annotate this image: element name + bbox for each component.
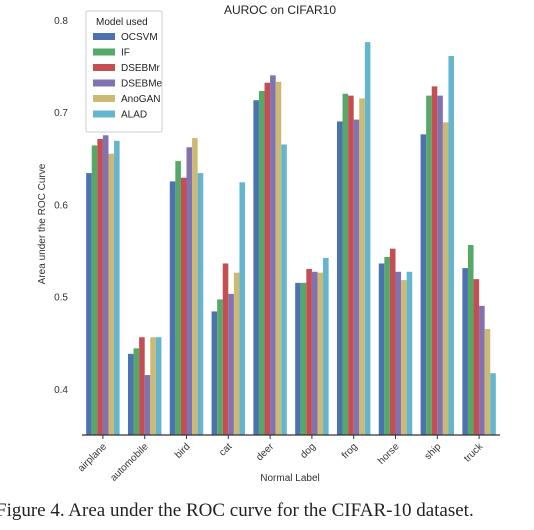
bar-horse-alad [406, 271, 413, 435]
x-axis-label: Normal Label [260, 473, 319, 484]
bar-truck-anogan [484, 328, 491, 435]
bar-bird-alad [197, 173, 204, 436]
x-tick-label-truck: truck [462, 441, 486, 465]
bar-deer-alad [281, 144, 287, 435]
x-tick-label-bird: bird [173, 441, 193, 461]
bar-truck-dsebmr [473, 279, 480, 435]
bar-cat-alad [239, 182, 246, 435]
bar-bird-dsebmr [180, 177, 187, 435]
bar-dog-dsebmr [306, 269, 312, 435]
legend-swatch-dsebmr [93, 64, 115, 71]
bar-dog-ocsvm [295, 282, 301, 435]
legend-label-dsebme: DSEBMe [121, 79, 163, 90]
x-tick-label-horse: horse [376, 441, 402, 467]
bar-deer-anogan [275, 81, 282, 436]
legend-label-if: IF [121, 48, 130, 59]
x-tick-label-ship: ship [423, 441, 444, 462]
bar-dog-anogan [317, 272, 324, 435]
bar-cat-dsebmr [222, 263, 229, 435]
bar-ship-alad [448, 55, 455, 435]
legend-swatch-dsebme [93, 79, 115, 87]
bar-frog-if [342, 93, 349, 436]
bar-horse-ocsvm [378, 263, 385, 435]
bar-airplane-ocsvm [86, 173, 92, 436]
bar-dog-dsebme [311, 271, 318, 435]
auroc-bar-chart: AUROC on CIFAR10 Area under the ROC Curv… [37, 3, 500, 484]
bar-airplane-dsebme [102, 135, 109, 435]
legend-label-anogan: AnoGAN [121, 94, 160, 105]
bar-truck-ocsvm [462, 268, 468, 435]
bar-airplane-alad [114, 140, 120, 436]
bar-deer-dsebme [270, 75, 276, 435]
legend-items: OCSVM IF DSEBMr DSEBMe AnoGAN ALAD [93, 32, 163, 121]
bar-cat-dsebme [228, 293, 234, 435]
legend-label-ocsvm: OCSVM [121, 32, 158, 43]
bar-deer-if [258, 91, 265, 435]
legend-title: Model used [96, 17, 148, 28]
bar-dog-alad [323, 257, 329, 435]
bar-cat-ocsvm [211, 311, 218, 435]
bar-bird-anogan [192, 138, 198, 436]
bar-truck-dsebme [479, 305, 485, 435]
figure-caption: Figure 4. Area under the ROC curve for t… [0, 490, 534, 530]
bar-frog-alad [364, 42, 371, 436]
bar-bird-dsebme [186, 147, 193, 435]
bar-ship-dsebme [437, 95, 443, 435]
bar-frog-anogan [359, 98, 365, 435]
bar-ship-dsebmr [431, 86, 438, 436]
x-tick-label-dog: dog [298, 441, 318, 461]
legend: Model used OCSVM IF DSEBMr DSEBMe AnoGAN ALAD [85, 10, 163, 133]
bar-ship-ocsvm [420, 134, 427, 435]
bar-frog-ocsvm [336, 121, 343, 435]
caption-text: Figure 4. Area under the ROC curve for t… [0, 500, 474, 521]
y-axis-label: Area under the ROC Curve [37, 163, 48, 284]
bar-automobile-dsebmr [139, 337, 145, 435]
x-tick-label-automobile: automobile [108, 441, 151, 484]
bar-bird-if [175, 161, 181, 435]
bar-frog-dsebmr [348, 95, 354, 435]
y-tick-label: 0.5 [54, 293, 68, 304]
legend-swatch-alad [93, 110, 115, 118]
y-tick-label: 0.6 [54, 200, 68, 211]
bar-truck-alad [490, 373, 496, 435]
bar-automobile-if [133, 348, 140, 435]
x-tick-label-frog: frog [340, 441, 360, 461]
bar-automobile-ocsvm [127, 353, 134, 435]
y-tick-label: 0.8 [54, 16, 68, 27]
bar-cat-anogan [233, 272, 240, 435]
bar-automobile-alad [155, 337, 162, 435]
bar-horse-dsebmr [389, 248, 396, 435]
legend-label-alad: ALAD [121, 110, 147, 121]
legend-swatch-anogan [93, 95, 115, 102]
bar-horse-dsebme [395, 271, 402, 435]
bar-automobile-dsebme [144, 375, 151, 435]
legend-label-dsebmr: DSEBMr [121, 63, 161, 74]
bar-automobile-anogan [150, 337, 156, 435]
bar-ship-if [426, 95, 432, 435]
bar-cat-if [217, 299, 223, 435]
bar-horse-anogan [401, 280, 407, 435]
y-tick-label: 0.4 [54, 385, 68, 396]
bar-truck-if [467, 245, 474, 435]
bar-airplane-anogan [108, 153, 115, 435]
bar-horse-if [384, 257, 390, 435]
bar-airplane-dsebmr [97, 138, 103, 435]
x-tick-label-cat: cat [217, 441, 234, 458]
bar-airplane-if [91, 145, 98, 435]
bar-deer-ocsvm [253, 100, 259, 435]
bars-group [86, 42, 496, 436]
y-tick-label: 0.7 [54, 108, 68, 119]
x-tick-label-airplane: airplane [76, 441, 109, 474]
y-axis-ticks: 0.4 0.5 0.6 0.7 0.8 [54, 16, 68, 396]
chart-title: AUROC on CIFAR10 [224, 3, 336, 17]
legend-swatch-if [93, 48, 115, 56]
bar-ship-anogan [442, 122, 449, 435]
legend-swatch-ocsvm [93, 33, 115, 40]
x-tick-label-deer: deer [254, 441, 276, 463]
bar-dog-if [300, 282, 307, 435]
bar-deer-dsebmr [264, 82, 271, 435]
bar-bird-ocsvm [169, 181, 176, 435]
bar-frog-dsebme [353, 119, 360, 435]
